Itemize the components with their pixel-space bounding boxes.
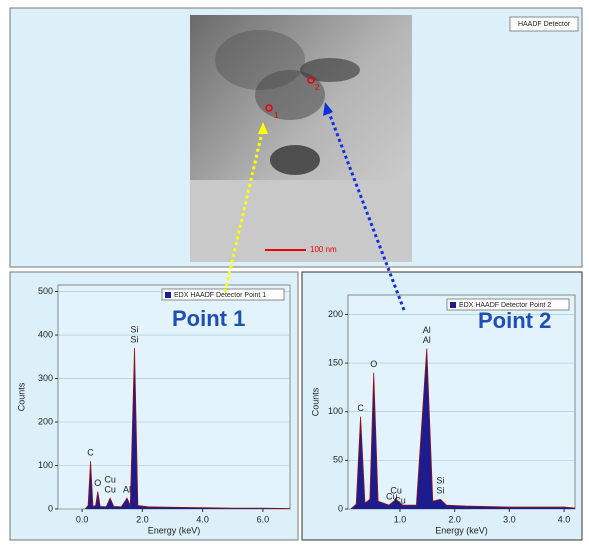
- peak-label: Si: [436, 476, 444, 486]
- y-tick-label: 150: [328, 357, 343, 367]
- peak-label: C: [357, 403, 364, 413]
- x-axis-label: Energy (keV): [435, 525, 488, 535]
- detector-label: HAADF Detector: [518, 21, 571, 28]
- peak-label: O: [94, 478, 101, 488]
- peak-label: Cu: [390, 486, 402, 496]
- tem-feature: [270, 145, 320, 175]
- legend-swatch: [450, 302, 456, 308]
- y-tick-label: 100: [328, 406, 343, 416]
- peak-label: Si: [131, 334, 139, 344]
- y-tick-label: 300: [38, 373, 53, 383]
- peak-label: Cu: [104, 485, 116, 495]
- peak-label: C: [87, 448, 94, 458]
- screen: 1 2 100 nm HAADF Detector 0 100 200 300 400 5…: [0, 0, 589, 546]
- x-tick-label: 2.0: [136, 514, 149, 524]
- peak-label: Si: [436, 486, 444, 496]
- y-tick-label: 0: [48, 503, 53, 513]
- y-tick-label: 0: [338, 503, 343, 513]
- peak-label: O: [370, 359, 377, 369]
- legend-swatch: [165, 292, 171, 298]
- y-tick-label: 200: [328, 309, 343, 319]
- y-tick-label: 50: [333, 455, 343, 465]
- peak-label: Al: [423, 335, 431, 345]
- y-tick-label: 200: [38, 416, 53, 426]
- marker-label: 2: [315, 83, 320, 92]
- callout-label: Point 2: [478, 308, 551, 333]
- y-axis-label: Counts: [16, 382, 26, 411]
- x-tick-label: 0.0: [76, 514, 89, 524]
- marker-label: 1: [274, 111, 279, 120]
- callout-label: Point 1: [172, 306, 245, 331]
- x-tick-label: 2.0: [448, 514, 461, 524]
- y-tick-label: 400: [38, 329, 53, 339]
- peak-label: Al: [423, 325, 431, 335]
- x-axis-label: Energy (keV): [148, 525, 201, 535]
- peak-label: Cu: [104, 475, 116, 485]
- peak-label: Al: [123, 485, 131, 495]
- y-tick-label: 500: [38, 286, 53, 296]
- x-tick-label: 1.0: [394, 514, 407, 524]
- x-tick-label: 6.0: [257, 514, 270, 524]
- peak-label: Cu: [394, 495, 406, 505]
- legend-label: EDX HAADF Detector Point 1: [174, 292, 266, 299]
- peak-label: Si: [131, 324, 139, 334]
- x-tick-label: 4.0: [558, 514, 571, 524]
- x-tick-label: 4.0: [196, 514, 209, 524]
- y-axis-label: Counts: [310, 387, 320, 416]
- y-tick-label: 100: [38, 460, 53, 470]
- scale-bar-label: 100 nm: [310, 245, 337, 254]
- x-tick-label: 3.0: [503, 514, 516, 524]
- tem-feature: [215, 30, 305, 90]
